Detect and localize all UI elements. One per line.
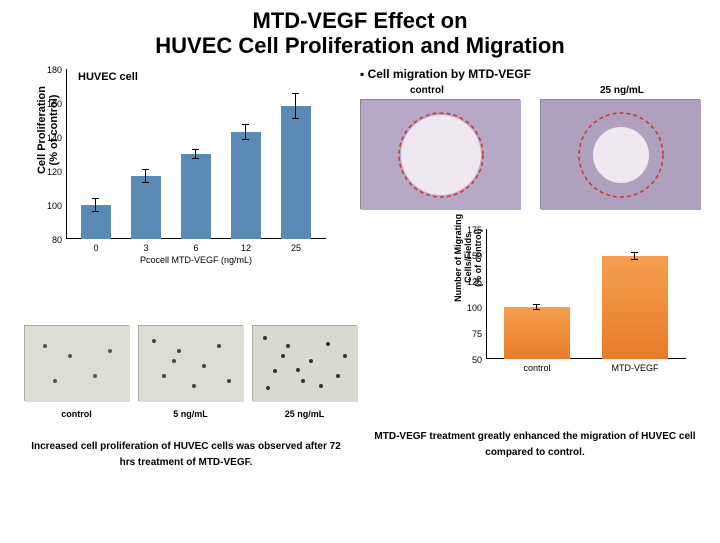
ytick: 140 (44, 133, 62, 143)
chart1-xaxis-title: Pcocell MTD-VEGF (ng/mL) (66, 255, 326, 265)
ytick: 160 (44, 99, 62, 109)
xtick: 12 (231, 243, 261, 253)
proliferation-chart: HUVEC cell Cell Proliferation(% of contr… (10, 63, 340, 283)
bar (602, 256, 668, 359)
micro-img-5 (138, 325, 243, 401)
ytick: 180 (44, 65, 62, 75)
micro-label: control (24, 409, 129, 419)
chart1-yaxis (66, 69, 67, 239)
bar (81, 205, 111, 239)
errbar (295, 93, 296, 119)
xtick: 3 (131, 243, 161, 253)
errbar (245, 124, 246, 140)
mig-label-25: 25 ng/mL (600, 85, 644, 96)
micro-label: 25 ng/mL (252, 409, 357, 419)
errbar (95, 198, 96, 212)
content-area: HUVEC cell Cell Proliferation(% of contr… (0, 63, 720, 543)
micro-img-25 (252, 325, 357, 401)
ytick: 120 (44, 167, 62, 177)
ytick: 100 (44, 201, 62, 211)
bar (281, 106, 311, 239)
ytick: 150 (464, 251, 482, 261)
migration-heading: ▪ Cell migration by MTD-VEGF (360, 67, 531, 81)
migration-chart: Number of MigratingCells/Fields(% of con… (420, 223, 700, 393)
errbar (195, 149, 196, 159)
mig-label-control: control (410, 85, 444, 96)
bar (131, 176, 161, 239)
xtick: MTD-VEGF (602, 363, 668, 373)
bar (504, 307, 570, 359)
errbar (634, 252, 635, 260)
chart1-plot: 180 160 140 120 100 80 0 3 6 12 25 (66, 69, 326, 239)
xtick: control (504, 363, 570, 373)
errbar (536, 304, 537, 310)
errbar (145, 169, 146, 183)
ytick: 50 (464, 355, 482, 365)
xtick: 25 (281, 243, 311, 253)
xtick: 0 (81, 243, 111, 253)
ytick: 175 (464, 225, 482, 235)
ytick: 100 (464, 303, 482, 313)
ytick: 125 (464, 277, 482, 287)
bar (231, 132, 261, 239)
micro-label: 5 ng/mL (138, 409, 243, 419)
xtick: 6 (181, 243, 211, 253)
caption-proliferation: Increased cell proliferation of HUVEC ce… (26, 439, 346, 471)
title-l1: MTD-VEGF Effect on (252, 8, 467, 33)
ytick: 75 (464, 329, 482, 339)
title-l2: HUVEC Cell Proliferation and Migration (155, 33, 564, 58)
page-title: MTD-VEGF Effect on HUVEC Cell Proliferat… (0, 0, 720, 63)
micro-img-control (24, 325, 129, 401)
caption-migration: MTD-VEGF treatment greatly enhanced the … (370, 429, 700, 461)
chart2-plot: 175 150 125 100 75 50 control MTD-VEGF (486, 229, 686, 359)
ytick: 80 (44, 235, 62, 245)
migration-image-25 (540, 99, 700, 209)
migration-image-control (360, 99, 520, 209)
chart2-yaxis (486, 229, 487, 359)
bar (181, 154, 211, 239)
